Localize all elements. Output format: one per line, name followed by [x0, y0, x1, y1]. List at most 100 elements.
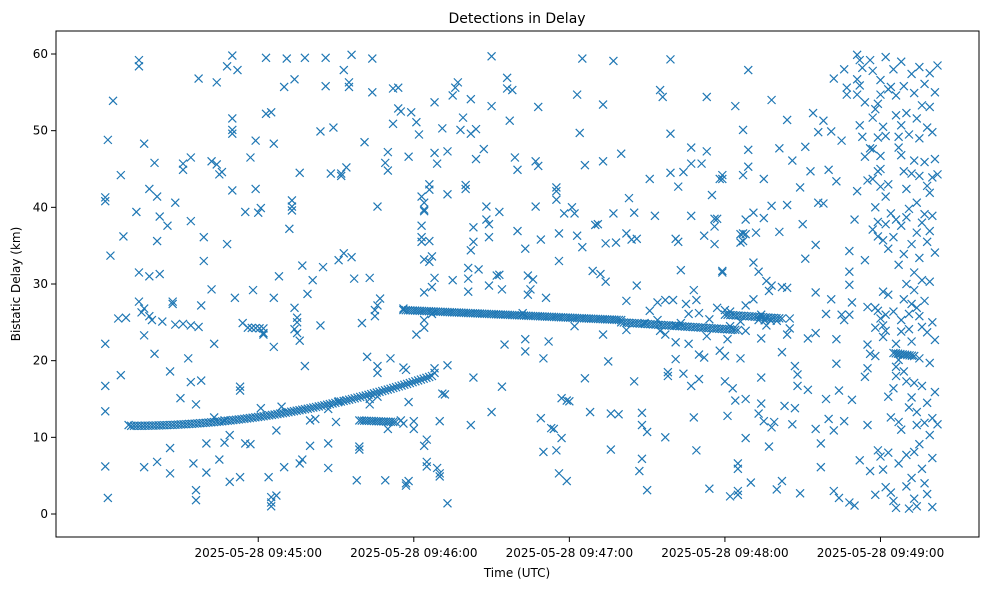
- data-point: [100, 192, 110, 202]
- data-point: [139, 139, 149, 149]
- data-point: [186, 216, 196, 226]
- data-point: [577, 242, 587, 252]
- x-tick-label: 2025-05-28 09:47:00: [506, 546, 633, 560]
- data-point: [857, 63, 867, 73]
- data-point: [399, 380, 409, 390]
- data-point: [528, 274, 538, 284]
- data-point: [733, 464, 743, 474]
- data-point: [557, 433, 567, 443]
- data-point: [479, 144, 489, 154]
- data-point: [777, 347, 787, 357]
- data-point: [295, 405, 304, 415]
- data-point: [131, 207, 141, 217]
- data-point: [339, 65, 349, 75]
- data-point: [764, 286, 774, 296]
- data-point: [427, 251, 437, 261]
- data-point: [341, 395, 351, 405]
- data-point: [178, 319, 188, 329]
- data-point: [323, 463, 333, 473]
- data-point: [456, 125, 465, 135]
- data-point: [116, 170, 126, 180]
- data-point: [266, 107, 276, 117]
- data-point: [920, 79, 929, 89]
- data-point: [373, 301, 382, 310]
- data-point: [100, 339, 110, 349]
- data-point: [878, 235, 888, 245]
- data-point: [793, 381, 802, 391]
- data-point: [419, 206, 429, 216]
- data-point: [297, 405, 307, 415]
- data-point: [341, 163, 351, 172]
- data-point: [419, 374, 429, 384]
- data-point: [419, 323, 429, 333]
- data-point: [416, 375, 426, 385]
- data-point: [251, 136, 261, 146]
- data-point: [816, 462, 826, 472]
- data-point: [380, 158, 390, 168]
- data-point: [500, 340, 509, 349]
- data-point: [917, 381, 927, 391]
- data-point: [279, 462, 289, 472]
- data-point: [798, 219, 808, 229]
- data-point: [347, 252, 356, 262]
- data-point: [292, 317, 302, 327]
- data-point: [526, 284, 535, 294]
- data-point: [214, 455, 224, 464]
- data-point: [551, 186, 561, 196]
- data-point: [733, 490, 743, 500]
- y-axis-label: Bistatic Delay (km): [9, 227, 23, 342]
- data-point: [386, 353, 395, 363]
- data-point: [430, 273, 439, 283]
- data-point: [819, 199, 828, 208]
- data-point: [165, 366, 175, 376]
- data-point: [100, 406, 110, 416]
- data-point: [269, 293, 279, 303]
- data-point: [497, 284, 507, 294]
- data-point: [702, 331, 712, 341]
- data-point: [795, 488, 805, 498]
- data-point: [912, 228, 922, 238]
- data-point: [290, 324, 299, 334]
- data-point: [891, 371, 901, 381]
- data-point: [383, 147, 393, 157]
- data-point: [824, 414, 834, 424]
- data-point: [909, 494, 919, 504]
- data-point: [321, 53, 331, 63]
- data-point: [443, 360, 452, 370]
- data-point: [424, 372, 434, 382]
- data-point: [876, 164, 885, 174]
- data-point: [401, 365, 411, 375]
- data-point: [468, 222, 478, 232]
- data-point: [554, 256, 564, 266]
- data-point: [463, 263, 473, 273]
- data-point: [100, 462, 110, 471]
- data-point: [772, 485, 782, 494]
- data-point: [513, 226, 522, 236]
- data-point: [502, 73, 512, 83]
- data-point: [287, 205, 297, 215]
- data-point: [671, 354, 681, 364]
- data-point: [686, 381, 696, 391]
- data-point: [860, 255, 870, 265]
- data-point: [419, 441, 429, 451]
- data-point: [100, 196, 110, 206]
- data-point: [767, 95, 777, 105]
- data-point: [868, 66, 878, 76]
- data-point: [712, 214, 722, 224]
- data-point: [925, 430, 935, 440]
- data-point: [800, 142, 810, 152]
- x-axis: 2025-05-28 09:45:00 2025-05-28 09:46:00 20…: [195, 537, 944, 560]
- data-point: [375, 294, 385, 303]
- data-point: [165, 443, 175, 453]
- data-point: [650, 211, 660, 221]
- data-point: [868, 174, 878, 184]
- data-point: [308, 275, 318, 285]
- data-point: [510, 153, 520, 162]
- data-point: [567, 202, 577, 212]
- data-point: [325, 399, 335, 409]
- data-point: [520, 244, 530, 254]
- data-point: [336, 169, 346, 179]
- data-point: [523, 290, 533, 300]
- data-point: [686, 211, 696, 221]
- data-point: [554, 228, 564, 238]
